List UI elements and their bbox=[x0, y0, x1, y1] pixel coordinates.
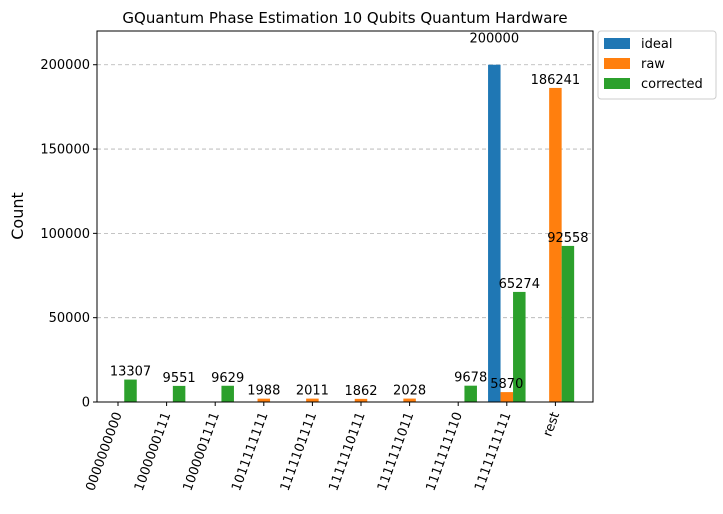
y-tick-label: 0 bbox=[82, 396, 90, 411]
data-label: 200000 bbox=[469, 32, 519, 47]
y-tick-label: 100000 bbox=[40, 227, 90, 242]
bar-raw-1011111111 bbox=[257, 398, 271, 402]
bar-corrected-0000000000 bbox=[124, 379, 137, 402]
x-tick-label: 1111111111 bbox=[472, 410, 514, 493]
x-tick-label: 1111111011 bbox=[375, 410, 417, 493]
legend-swatch-corrected bbox=[604, 78, 630, 89]
legend-label: raw bbox=[641, 57, 665, 72]
data-label: 9629 bbox=[211, 371, 244, 386]
chart-title: GQuantum Phase Estimation 10 Qubits Quan… bbox=[122, 9, 567, 27]
plot-frame bbox=[96, 30, 594, 403]
data-label: 65274 bbox=[499, 277, 540, 292]
legend-label: ideal bbox=[641, 37, 672, 52]
x-tick-label: rest bbox=[541, 410, 564, 439]
x-tick-label: 1000000111 bbox=[132, 410, 174, 493]
grid-lines bbox=[97, 64, 593, 319]
x-tick-label: 1000001111 bbox=[181, 410, 223, 493]
data-label: 9551 bbox=[163, 371, 196, 386]
bar-corrected-1000001111 bbox=[221, 385, 234, 402]
x-tick-label: 1111111110 bbox=[424, 410, 466, 493]
x-tick-label: 1111110111 bbox=[326, 410, 368, 493]
bar-raw-rest bbox=[549, 87, 562, 403]
bar-raw-1111111111 bbox=[500, 392, 514, 402]
data-label: 2028 bbox=[393, 384, 426, 399]
data-label: 5870 bbox=[490, 377, 523, 392]
y-axis: 0 50000 100000 150000 200000 bbox=[40, 58, 97, 411]
data-labels: 200000 1988 2011 1862 2028 5870 186241 13307 955… bbox=[110, 32, 589, 399]
bar-corrected-1111111111 bbox=[513, 291, 526, 402]
bar-corrected-1111111110 bbox=[464, 385, 477, 402]
bar-raw-1111111011 bbox=[403, 398, 416, 402]
data-label: 1988 bbox=[247, 384, 280, 399]
data-label: 9678 bbox=[454, 371, 487, 386]
x-tick-label: 0000000000 bbox=[83, 410, 125, 493]
bar-ideal-1111111111 bbox=[488, 64, 501, 403]
data-label: 186241 bbox=[531, 73, 581, 88]
x-tick-label: 1111101111 bbox=[278, 410, 320, 493]
x-tick-label: 1011111111 bbox=[229, 410, 271, 493]
y-tick-label: 150000 bbox=[40, 143, 90, 158]
bar-raw-1111101111 bbox=[306, 398, 319, 402]
data-label: 2011 bbox=[296, 384, 329, 399]
legend-swatch-ideal bbox=[604, 38, 630, 49]
y-tick-label: 50000 bbox=[49, 311, 90, 326]
legend-label: corrected bbox=[641, 77, 703, 92]
x-axis: 0000000000 1000000111 1000001111 1011111111… bbox=[83, 402, 563, 493]
y-tick-label: 200000 bbox=[40, 58, 90, 73]
bar-corrected-1000000111 bbox=[172, 385, 186, 402]
bars bbox=[124, 64, 575, 403]
data-label: 92558 bbox=[547, 231, 588, 246]
bar-raw-1111110111 bbox=[354, 398, 368, 402]
legend: ideal raw corrected bbox=[597, 30, 717, 100]
bar-corrected-rest bbox=[561, 245, 575, 402]
legend-swatch-raw bbox=[604, 58, 630, 69]
data-label: 13307 bbox=[110, 365, 151, 380]
data-label: 1862 bbox=[344, 384, 377, 399]
y-axis-label: Count bbox=[8, 192, 27, 240]
